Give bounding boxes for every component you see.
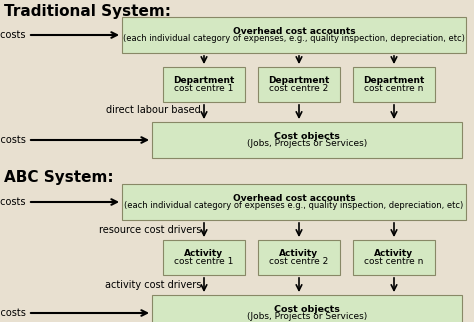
Text: Overhead cost accounts: Overhead cost accounts xyxy=(233,27,356,36)
Text: (Jobs, Projects or Services): (Jobs, Projects or Services) xyxy=(247,139,367,148)
Text: Traditional System:: Traditional System: xyxy=(4,4,171,19)
Text: Department: Department xyxy=(173,76,235,85)
Text: Department: Department xyxy=(268,76,330,85)
Text: activity cost drivers: activity cost drivers xyxy=(105,280,201,290)
Text: cost centre 1: cost centre 1 xyxy=(174,84,234,93)
Text: Direct costs: Direct costs xyxy=(0,135,26,145)
Text: Activity: Activity xyxy=(280,249,319,258)
Text: cost centre 2: cost centre 2 xyxy=(269,84,328,93)
Text: Cost objects: Cost objects xyxy=(274,305,340,314)
Text: direct labour based: direct labour based xyxy=(106,105,201,115)
Text: (each individual category of expenses, e.g., quality inspection, depreciation, e: (each individual category of expenses, e… xyxy=(123,34,465,43)
Text: Overhead cost accounts: Overhead cost accounts xyxy=(233,194,356,203)
Text: Cost objects: Cost objects xyxy=(274,132,340,141)
Text: Department: Department xyxy=(363,76,425,85)
Text: Indirect costs: Indirect costs xyxy=(0,30,26,40)
FancyBboxPatch shape xyxy=(122,184,466,220)
Text: cost centre 1: cost centre 1 xyxy=(174,257,234,266)
Text: cost centre 2: cost centre 2 xyxy=(269,257,328,266)
Text: (Jobs, Projects or Services): (Jobs, Projects or Services) xyxy=(247,312,367,321)
FancyBboxPatch shape xyxy=(353,240,435,275)
Text: cost centre n: cost centre n xyxy=(365,84,424,93)
Text: Activity: Activity xyxy=(184,249,224,258)
FancyBboxPatch shape xyxy=(163,67,245,102)
FancyBboxPatch shape xyxy=(258,240,340,275)
FancyBboxPatch shape xyxy=(152,122,462,158)
FancyBboxPatch shape xyxy=(122,17,466,53)
FancyBboxPatch shape xyxy=(258,67,340,102)
Text: Activity: Activity xyxy=(374,249,413,258)
Text: (each individual category of expenses e.g., quality inspection, depreciation, et: (each individual category of expenses e.… xyxy=(124,201,464,210)
Text: cost centre n: cost centre n xyxy=(365,257,424,266)
Text: Indirect costs: Indirect costs xyxy=(0,197,26,207)
FancyBboxPatch shape xyxy=(353,67,435,102)
FancyBboxPatch shape xyxy=(163,240,245,275)
Text: resource cost drivers: resource cost drivers xyxy=(99,225,201,235)
Text: ABC System:: ABC System: xyxy=(4,170,114,185)
Text: Direct costs: Direct costs xyxy=(0,308,26,318)
FancyBboxPatch shape xyxy=(152,295,462,322)
